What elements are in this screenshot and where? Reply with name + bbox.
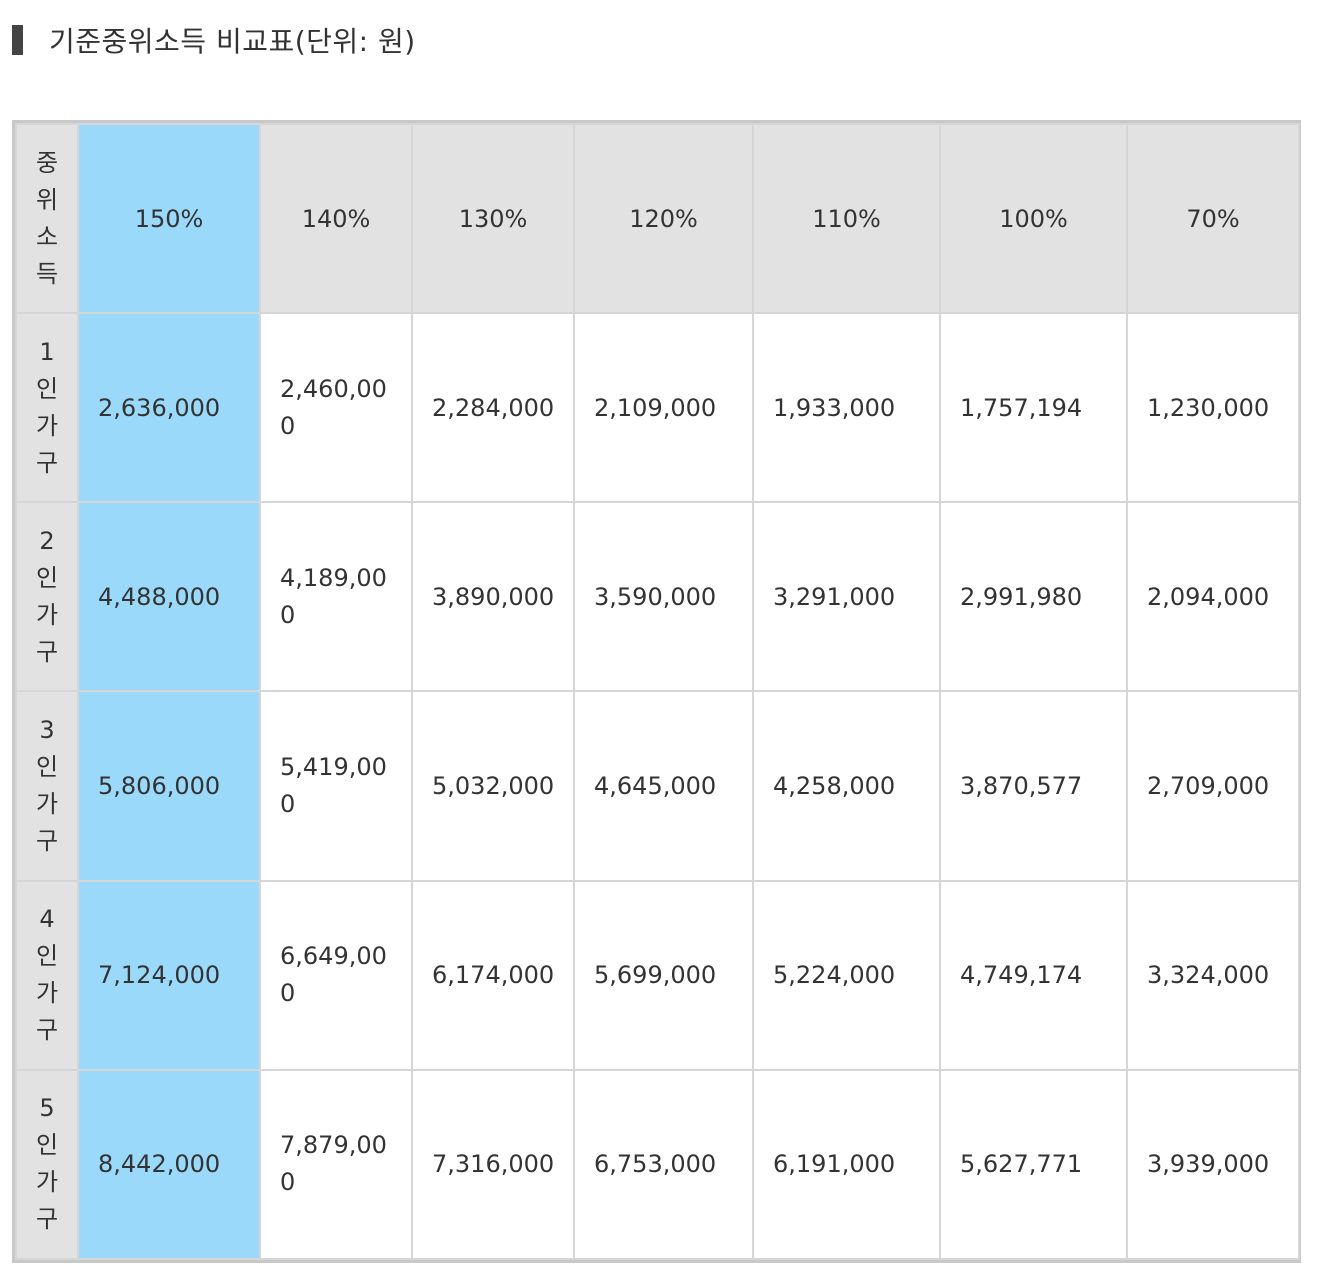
table-cell: 8,442,000 [77,1068,261,1261]
column-header: 150% [77,123,261,314]
page-title: 기준중위소득 비교표(단위: 원) [49,25,416,58]
table-cell: 5,806,000 [77,690,261,882]
table-cell: 5,419,000 [259,690,413,882]
table-cell: 3,939,000 [1126,1068,1300,1261]
table-row: 3인가구 5,806,000 5,419,000 5,032,000 4,645… [15,690,1300,882]
table-cell: 6,649,000 [259,879,413,1071]
table-row: 1인가구 2,636,000 2,460,000 2,284,000 2,109… [15,311,1300,504]
table-cell: 2,094,000 [1126,501,1300,693]
table-cell: 2,636,000 [77,311,261,504]
table-cell: 6,191,000 [752,1068,941,1261]
comparison-table: 중위소득 150% 140% 130% 120% 110% 100% 70% 1… [15,123,1300,1261]
table-cell: 5,699,000 [573,879,754,1071]
table-cell: 7,124,000 [77,879,261,1071]
row-label: 5인가구 [15,1068,79,1261]
table-cell: 1,757,194 [939,311,1128,504]
table-row: 5인가구 8,442,000 7,879,000 7,316,000 6,753… [15,1068,1300,1261]
table-header-row: 중위소득 150% 140% 130% 120% 110% 100% 70% [15,123,1300,314]
table-cell: 6,174,000 [411,879,575,1071]
heading-marker [12,25,23,55]
table-cell: 4,645,000 [573,690,754,882]
column-header: 130% [411,123,575,314]
table-cell: 1,230,000 [1126,311,1300,504]
table-cell: 7,879,000 [259,1068,413,1261]
median-income-table: 중위소득 150% 140% 130% 120% 110% 100% 70% 1… [12,120,1301,1263]
corner-header: 중위소득 [15,123,79,314]
table-cell: 1,933,000 [752,311,941,504]
row-label: 3인가구 [15,690,79,882]
table-cell: 5,224,000 [752,879,941,1071]
table-cell: 5,627,771 [939,1068,1128,1261]
row-label: 2인가구 [15,501,79,693]
table-cell: 2,109,000 [573,311,754,504]
table-cell: 4,189,000 [259,501,413,693]
table-cell: 6,753,000 [573,1068,754,1261]
column-header: 110% [752,123,941,314]
table-cell: 4,749,174 [939,879,1128,1071]
table-cell: 2,709,000 [1126,690,1300,882]
table-cell: 3,291,000 [752,501,941,693]
table-cell: 2,284,000 [411,311,575,504]
table-cell: 2,460,000 [259,311,413,504]
row-label: 1인가구 [15,311,79,504]
column-header: 100% [939,123,1128,314]
table-cell: 3,590,000 [573,501,754,693]
table-cell: 3,890,000 [411,501,575,693]
table-row: 2인가구 4,488,000 4,189,000 3,890,000 3,590… [15,501,1300,693]
table-row: 4인가구 7,124,000 6,649,000 6,174,000 5,699… [15,879,1300,1071]
table-cell: 7,316,000 [411,1068,575,1261]
column-header: 70% [1126,123,1300,314]
table-cell: 3,324,000 [1126,879,1300,1071]
table-cell: 4,488,000 [77,501,261,693]
table-cell: 4,258,000 [752,690,941,882]
column-header: 140% [259,123,413,314]
section-heading: 기준중위소득 비교표(단위: 원) [12,18,416,62]
table-cell: 5,032,000 [411,690,575,882]
table-cell: 3,870,577 [939,690,1128,882]
table-cell: 2,991,980 [939,501,1128,693]
column-header: 120% [573,123,754,314]
row-label: 4인가구 [15,879,79,1071]
